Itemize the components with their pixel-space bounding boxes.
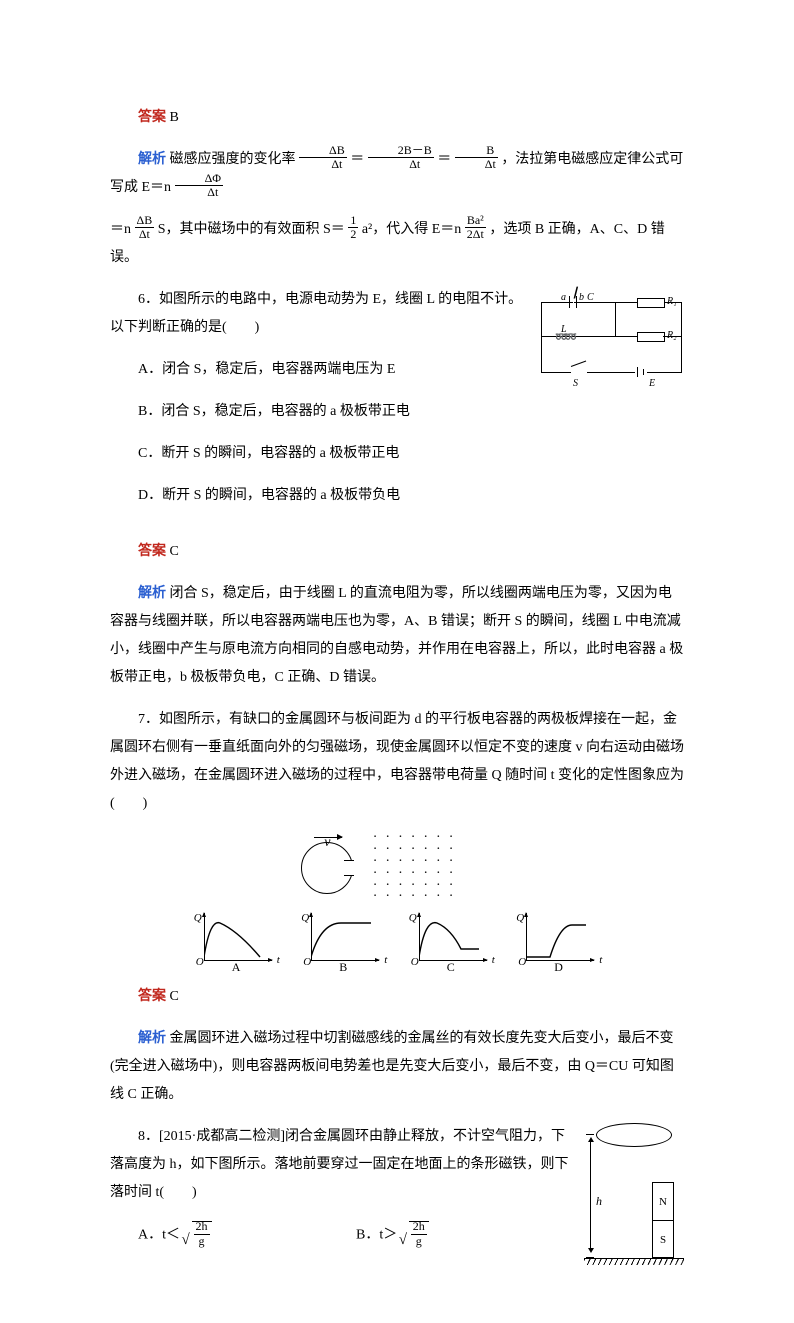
q6-optC: C．断开 S 的瞬间，电容器的 a 极板带正电 [110, 440, 684, 468]
q6-answer: 答案 C [110, 538, 684, 566]
label-R2: R₂ [667, 326, 677, 346]
frac-icon: ΔΦΔt [175, 172, 224, 199]
q6-optD: D．断开 S 的瞬间，电容器的 a 极板带负电 [110, 482, 684, 510]
label-S: S [653, 1220, 673, 1258]
ground-icon [584, 1258, 684, 1259]
ring-ellipse-icon [596, 1123, 672, 1147]
q7-answer: 答案 C [110, 983, 684, 1011]
frac-icon: BΔt [455, 144, 498, 171]
q7-graph-D: Q t O D [518, 911, 598, 969]
q8-optB: B．t＞ 2hg [356, 1221, 574, 1250]
sqrt-icon: 2hg [401, 1221, 429, 1250]
q8-optA: A．t＜ 2hg [138, 1221, 356, 1250]
q8-figure: h N S [584, 1123, 684, 1263]
q7-figure-row: v ······································… [110, 832, 684, 903]
q7-answer-value: C [170, 989, 179, 1004]
q7-graph-B: Q t O B [303, 911, 383, 969]
q5-answer-line: 答案 B [110, 104, 684, 132]
label-S: S [573, 374, 578, 394]
label-R1: R₁ [667, 292, 677, 312]
sqrt-icon: 2hg [184, 1221, 212, 1250]
text: S，其中磁场中的有效面积 S＝ [158, 222, 345, 237]
label-N: N [653, 1183, 673, 1220]
q6-explain-text: 闭合 S，稳定后，由于线圈 L 的直流电阻为零，所以线圈两端电压为零，又因为电容… [110, 586, 683, 685]
q7-graph-C: Q t O C [411, 911, 491, 969]
q7-explain: 解析 金属圆环进入磁场过程中切割磁感线的金属丝的有效长度先变大后变小，最后不变(… [110, 1025, 684, 1109]
answer-label: 答案 [138, 110, 166, 125]
explain-label: 解析 [138, 1031, 166, 1046]
label-b: b [579, 288, 584, 308]
answer-label: 答案 [138, 989, 166, 1004]
label-a: a [561, 288, 566, 308]
q6-circuit-figure: a b ┃ C ➿➿ L R₁ R₂ S E [539, 290, 684, 380]
q6-optB: B．闭合 S，稳定后，电容器的 a 极板带正电 [110, 398, 684, 426]
label-L: L [561, 320, 567, 340]
eq: ＝ [437, 152, 451, 167]
q7-option-graphs: Q t O A Q t O B Q t O C Q t O D [110, 911, 684, 969]
q8-block: h N S 8．[2015·成都高二检测]闭合金属圆环由静止释放，不计空气阻力，… [110, 1123, 684, 1263]
q7-stem: 7．如图所示，有缺口的金属圆环与板间距为 d 的平行板电容器的两极板焊接在一起，… [110, 706, 684, 818]
frac-icon: 12 [348, 214, 358, 241]
text: ＝n [110, 222, 131, 237]
label-C: C [587, 288, 594, 308]
bar-magnet-icon: N S [652, 1182, 674, 1258]
frac-icon: ΔBΔt [135, 214, 155, 241]
q6-block: a b ┃ C ➿➿ L R₁ R₂ S E 6．如图所示的电路中，电源电动势为… [110, 286, 684, 524]
answer-label: 答案 [138, 544, 166, 559]
ring-icon: v [301, 842, 353, 894]
q5-explain-line2: ＝n ΔBΔt S，其中磁场中的有效面积 S＝ 12 a²，代入得 E＝n Ba… [110, 216, 684, 272]
text: a²，代入得 E＝n [362, 222, 461, 237]
label-E: E [649, 374, 655, 394]
q6-answer-value: C [170, 544, 179, 559]
q5-exp-t1: 磁感应强度的变化率 [170, 152, 296, 167]
dotfield-icon: ········································… [373, 832, 493, 903]
eq: ＝ [350, 152, 364, 167]
q5-answer-value: B [170, 110, 179, 125]
explain-label: 解析 [138, 586, 166, 601]
label-h: h [596, 1189, 602, 1213]
page: 答案 B 解析 磁感应强度的变化率 ΔBΔt ＝ 2B－BΔt ＝ BΔt ，法… [0, 0, 794, 1323]
q5-explain-line1: 解析 磁感应强度的变化率 ΔBΔt ＝ 2B－BΔt ＝ BΔt ，法拉第电磁感… [110, 146, 684, 202]
label-v: v [324, 829, 330, 857]
q7-graph-A: Q t O A [196, 911, 276, 969]
q8-options: A．t＜ 2hg B．t＞ 2hg [110, 1221, 574, 1250]
q6-explain: 解析 闭合 S，稳定后，由于线圈 L 的直流电阻为零，所以线圈两端电压为零，又因… [110, 580, 684, 692]
explain-label: 解析 [138, 152, 166, 167]
frac-icon: ΔBΔt [299, 144, 347, 171]
frac-icon: 2B－BΔt [368, 144, 434, 171]
frac-icon: Ba²2Δt [465, 214, 486, 241]
q7-explain-text: 金属圆环进入磁场过程中切割磁感线的金属丝的有效长度先变大后变小，最后不变(完全进… [110, 1031, 674, 1102]
